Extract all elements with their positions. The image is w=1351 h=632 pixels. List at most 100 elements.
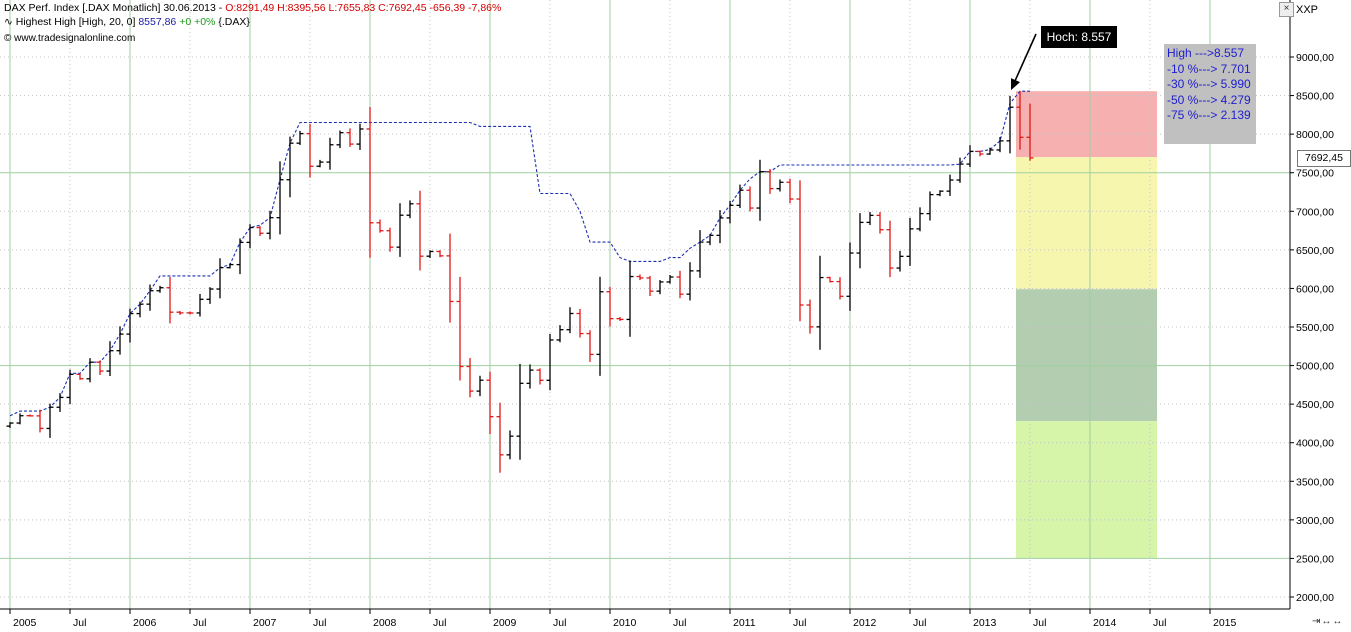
ohlc-bar	[476, 375, 484, 397]
chart-header-line2: ∿ Highest High [High, 20, 0] 8557,86 +0 …	[4, 16, 250, 28]
ohlc-bar	[726, 200, 734, 224]
ohlc-bar	[556, 325, 564, 343]
y-tick-label: 5000,00	[1296, 361, 1334, 373]
ohlc-bar	[576, 308, 584, 338]
ohlc-bar	[276, 161, 284, 235]
ohlc-bar	[56, 393, 64, 412]
chart-header-line1: DAX Perf. Index [.DAX Monatlich] 30.06.2…	[4, 2, 501, 14]
y-tick-label: 2000,00	[1296, 592, 1334, 604]
ohlc-bar	[646, 275, 654, 296]
ohlc-bar	[306, 123, 314, 178]
close-icon[interactable]: ×	[1279, 2, 1294, 17]
shaded-zone-3	[1016, 421, 1157, 559]
ohlc-bar	[916, 207, 924, 232]
ohlc-bar	[356, 123, 364, 150]
ohlc-bar	[626, 260, 634, 337]
ohlc-bar	[76, 373, 84, 380]
ohlc-bar	[786, 178, 794, 204]
ohlc-bar	[376, 219, 384, 233]
ohlc-bar	[146, 284, 154, 311]
scroll-nav[interactable]: ⇥↔↔	[1312, 616, 1343, 627]
ohlc-bar	[776, 179, 784, 192]
level-line-high: High --->8.557	[1167, 46, 1245, 60]
x-tick-label: Jul	[673, 617, 686, 629]
x-tick-label: Jul	[1033, 617, 1046, 629]
y-tick-label: 2500,00	[1296, 553, 1334, 565]
ohlc-bar	[886, 220, 894, 278]
ohlc-bar	[466, 358, 474, 398]
indicator-label: Highest High [High, 20, 0]	[15, 16, 139, 28]
ohlc-bar	[16, 413, 24, 425]
ohlc-bar	[416, 190, 424, 271]
ohlc-bar	[36, 409, 44, 433]
currency-label: XXP	[1296, 4, 1319, 16]
x-tick-label: 2006	[133, 617, 157, 629]
ohlc-bar	[936, 190, 944, 197]
ohlc-bar	[536, 368, 544, 385]
x-tick-label: 2009	[493, 617, 517, 629]
y-tick-label: 9000,00	[1296, 52, 1334, 64]
ohlc-bar	[836, 277, 844, 300]
ohlc-bar	[606, 286, 614, 327]
y-tick-label: 6000,00	[1296, 283, 1334, 295]
x-tick-label: Jul	[313, 617, 326, 629]
x-tick-label: 2012	[853, 617, 877, 629]
ohlc-bar	[806, 299, 814, 334]
chart-title: DAX Perf. Index [.DAX Monatlich] 30.06.2…	[4, 2, 226, 14]
ohlc-bar	[346, 128, 354, 147]
ohlc-bar	[976, 150, 984, 157]
arrow-right-end-icon[interactable]: ⇥	[1312, 616, 1322, 627]
ohlc-bar	[1016, 91, 1024, 150]
indicator-change: +0 +0%	[176, 16, 216, 28]
shaded-zone-2	[1016, 289, 1157, 422]
x-tick-label: 2007	[253, 617, 277, 629]
ohlc-bar	[436, 250, 444, 258]
ohlc-bar	[296, 130, 304, 145]
ohlc-bar	[866, 211, 874, 226]
hoch-callout: Hoch: 8.557	[1041, 26, 1117, 48]
ohlc-bar	[496, 402, 504, 473]
indicator-symbol: {.DAX}	[215, 16, 250, 28]
indicator-value: 8557,86	[138, 16, 177, 28]
ohlc-bar	[246, 224, 254, 249]
ohlc-bar	[566, 307, 574, 334]
level-line-75: -75 %---> 2.139	[1167, 108, 1251, 122]
x-tick-label: 2008	[373, 617, 397, 629]
ohlc-bar	[676, 270, 684, 299]
ohlc-bar	[706, 234, 714, 246]
ohlc-bar	[226, 263, 234, 269]
ohlc-bar	[746, 186, 754, 212]
ohlc-bar	[906, 217, 914, 266]
y-tick-label: 5500,00	[1296, 322, 1334, 334]
callout-arrow	[1013, 33, 1037, 84]
ohlc-bar	[546, 333, 554, 391]
x-tick-label: Jul	[433, 617, 446, 629]
ohlc-bar	[766, 169, 774, 194]
x-tick-label: Jul	[553, 617, 566, 629]
levels-box: High --->8.557 -10 %---> 7.701 -30 %--->…	[1164, 44, 1256, 144]
ohlc-bar	[516, 363, 524, 460]
ohlc-bar	[966, 145, 974, 168]
ohlc-bar	[256, 225, 264, 237]
ohlc-bar	[896, 250, 904, 272]
arrow-left-right-icon[interactable]: ↔	[1321, 616, 1333, 627]
shaded-zone-0	[1016, 91, 1157, 158]
ohlc-bar	[426, 250, 434, 259]
ohlc-bar	[636, 274, 644, 281]
indicator-icon: ∿	[4, 16, 13, 28]
ohlc-bar	[696, 230, 704, 278]
x-tick-label: Jul	[193, 617, 206, 629]
ohlc-bar	[526, 364, 534, 389]
ohlc-bar	[116, 326, 124, 355]
arrow-left-right-icon[interactable]: ↔	[1332, 616, 1344, 627]
ohlc-bar	[386, 227, 394, 252]
x-tick-label: 2011	[733, 617, 756, 629]
y-tick-label: 7500,00	[1296, 168, 1334, 180]
ohlc-bar	[366, 106, 374, 258]
ohlc-bar	[946, 174, 954, 196]
y-tick-label: 8000,00	[1296, 129, 1334, 141]
ohlc-bar	[506, 430, 514, 460]
ohlc-bar	[926, 191, 934, 221]
